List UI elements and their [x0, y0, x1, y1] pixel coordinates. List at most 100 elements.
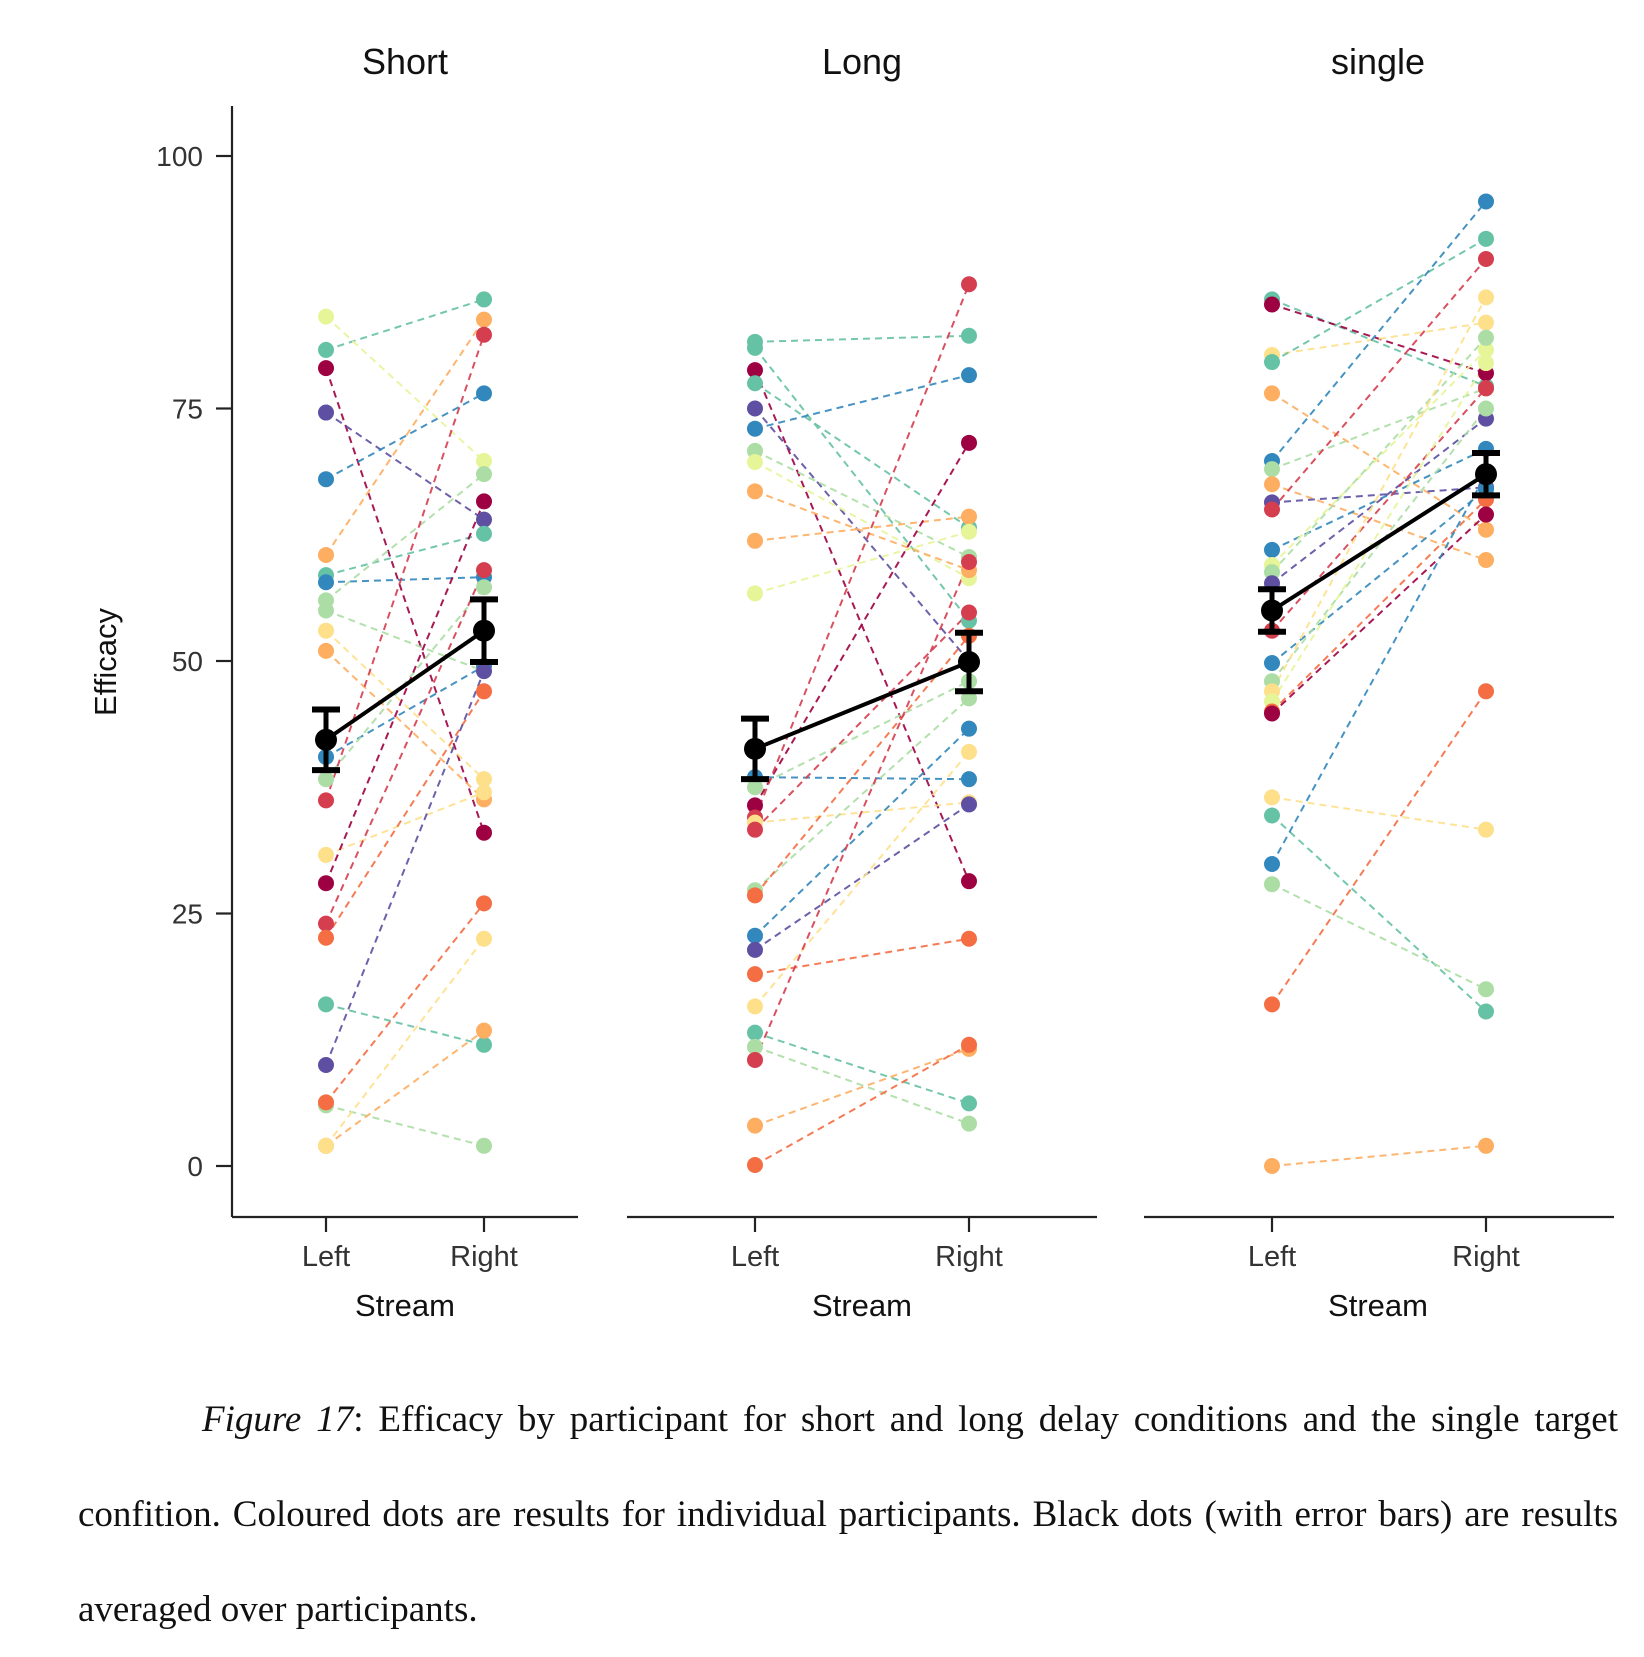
participant-point-left	[747, 797, 763, 814]
y-tick-label: 0	[187, 1151, 203, 1182]
participant-point-right	[961, 523, 977, 540]
participant-point-right	[1478, 289, 1494, 306]
mean-point	[958, 651, 980, 674]
participant-line	[325, 665, 485, 758]
participant-line	[1271, 690, 1487, 1005]
participant-line	[1271, 447, 1487, 551]
participant-line	[1271, 392, 1487, 531]
participant-point-left	[318, 360, 334, 377]
participant-point-left	[1264, 354, 1280, 371]
participant-point-left	[1264, 461, 1280, 478]
participant-point-right	[961, 690, 977, 707]
mean-line	[1270, 472, 1488, 613]
participant-point-left	[1264, 876, 1280, 893]
participant-point-left	[318, 602, 334, 619]
participant-point-right	[961, 604, 977, 621]
participant-point-right	[476, 930, 492, 947]
participant-point-right	[476, 1036, 492, 1053]
participant-line	[325, 473, 485, 602]
participant-line	[754, 1045, 970, 1125]
participant-point-right	[476, 311, 492, 328]
participant-point-right	[961, 367, 977, 384]
participant-point-right	[1478, 355, 1494, 372]
participant-line	[1271, 407, 1487, 682]
y-ticks: 0 25 50 75 100	[156, 141, 232, 1182]
x-tick-label: Right	[1452, 1241, 1520, 1273]
x-tick-label: Left	[731, 1241, 779, 1273]
participant-point-right	[1478, 314, 1494, 331]
panel-long: Long Left Right Stream	[627, 41, 1097, 1323]
y-tick-label: 25	[172, 899, 203, 930]
participant-line	[325, 791, 485, 856]
participant-point-left	[747, 927, 763, 944]
participant-point-right	[1478, 1003, 1494, 1020]
y-axis-label: Efficacy	[88, 608, 123, 716]
participant-line	[754, 937, 970, 976]
x-tick-label: Left	[302, 1241, 350, 1273]
participant-point-left	[1264, 655, 1280, 672]
participant-line	[754, 530, 970, 595]
participant-line	[1271, 200, 1487, 462]
participant-point-left	[747, 454, 763, 471]
panel-single: single Left Right Stream	[1144, 41, 1614, 1323]
participant-line	[325, 629, 485, 780]
x-axis-label: Stream	[812, 1288, 912, 1323]
participant-point-left	[747, 532, 763, 549]
participant-point-right	[961, 1115, 977, 1132]
figure-caption: Figure 17: Efficacy by participant for s…	[78, 1372, 1618, 1657]
mean-series	[741, 629, 983, 783]
participant-point-right	[1478, 230, 1494, 247]
participant-line	[754, 1047, 970, 1127]
participant-line	[325, 1104, 485, 1147]
participant-point-right	[961, 743, 977, 760]
participant-line	[325, 501, 485, 884]
participant-line	[1271, 237, 1487, 363]
participant-point-right	[1478, 683, 1494, 700]
participant-point-left	[1264, 856, 1280, 873]
participant-line	[1271, 337, 1487, 573]
participant-point-right	[961, 1095, 977, 1112]
participant-point-left	[747, 966, 763, 983]
participant-lines	[754, 283, 970, 1166]
x-axis-label: Stream	[355, 1288, 455, 1323]
participant-line	[325, 392, 485, 481]
mean-point	[315, 728, 337, 751]
participant-point-left	[318, 404, 334, 421]
participant-point-right	[476, 453, 492, 470]
participant-point-right	[961, 554, 977, 571]
mean-point	[744, 737, 766, 760]
participant-point-left	[747, 887, 763, 904]
participant-point-left	[747, 375, 763, 392]
participant-point-left	[318, 792, 334, 809]
participant-point-left	[747, 821, 763, 838]
participant-point-right	[1478, 329, 1494, 346]
x-axis-label: Stream	[1328, 1288, 1428, 1323]
participant-line	[754, 727, 970, 937]
participant-line	[754, 450, 970, 558]
participant-line	[325, 670, 485, 1066]
participant-line	[325, 1003, 485, 1046]
participant-point-right	[961, 796, 977, 813]
participant-point-left	[318, 341, 334, 358]
participant-point-right	[1478, 552, 1494, 568]
participant-point-left	[747, 483, 763, 500]
participant-point-left	[747, 1156, 763, 1173]
participant-point-left	[318, 1094, 334, 1111]
participant-line	[325, 569, 485, 925]
participant-line	[1271, 417, 1487, 585]
participant-point-left	[1264, 385, 1280, 402]
participant-line	[754, 635, 970, 896]
participant-point-left	[747, 362, 763, 379]
mean-point	[1261, 599, 1283, 622]
participant-point-left	[318, 875, 334, 892]
participant-line	[754, 803, 970, 951]
participant-point-right	[961, 434, 977, 451]
participant-point-left	[318, 915, 334, 932]
participant-line	[754, 1031, 970, 1105]
participant-point-left	[1264, 564, 1280, 581]
participant-lines	[1271, 200, 1487, 1167]
participant-line	[1271, 883, 1487, 991]
participant-point-right	[1478, 193, 1494, 210]
mean-series	[1258, 449, 1500, 635]
y-tick-label: 100	[156, 141, 203, 172]
